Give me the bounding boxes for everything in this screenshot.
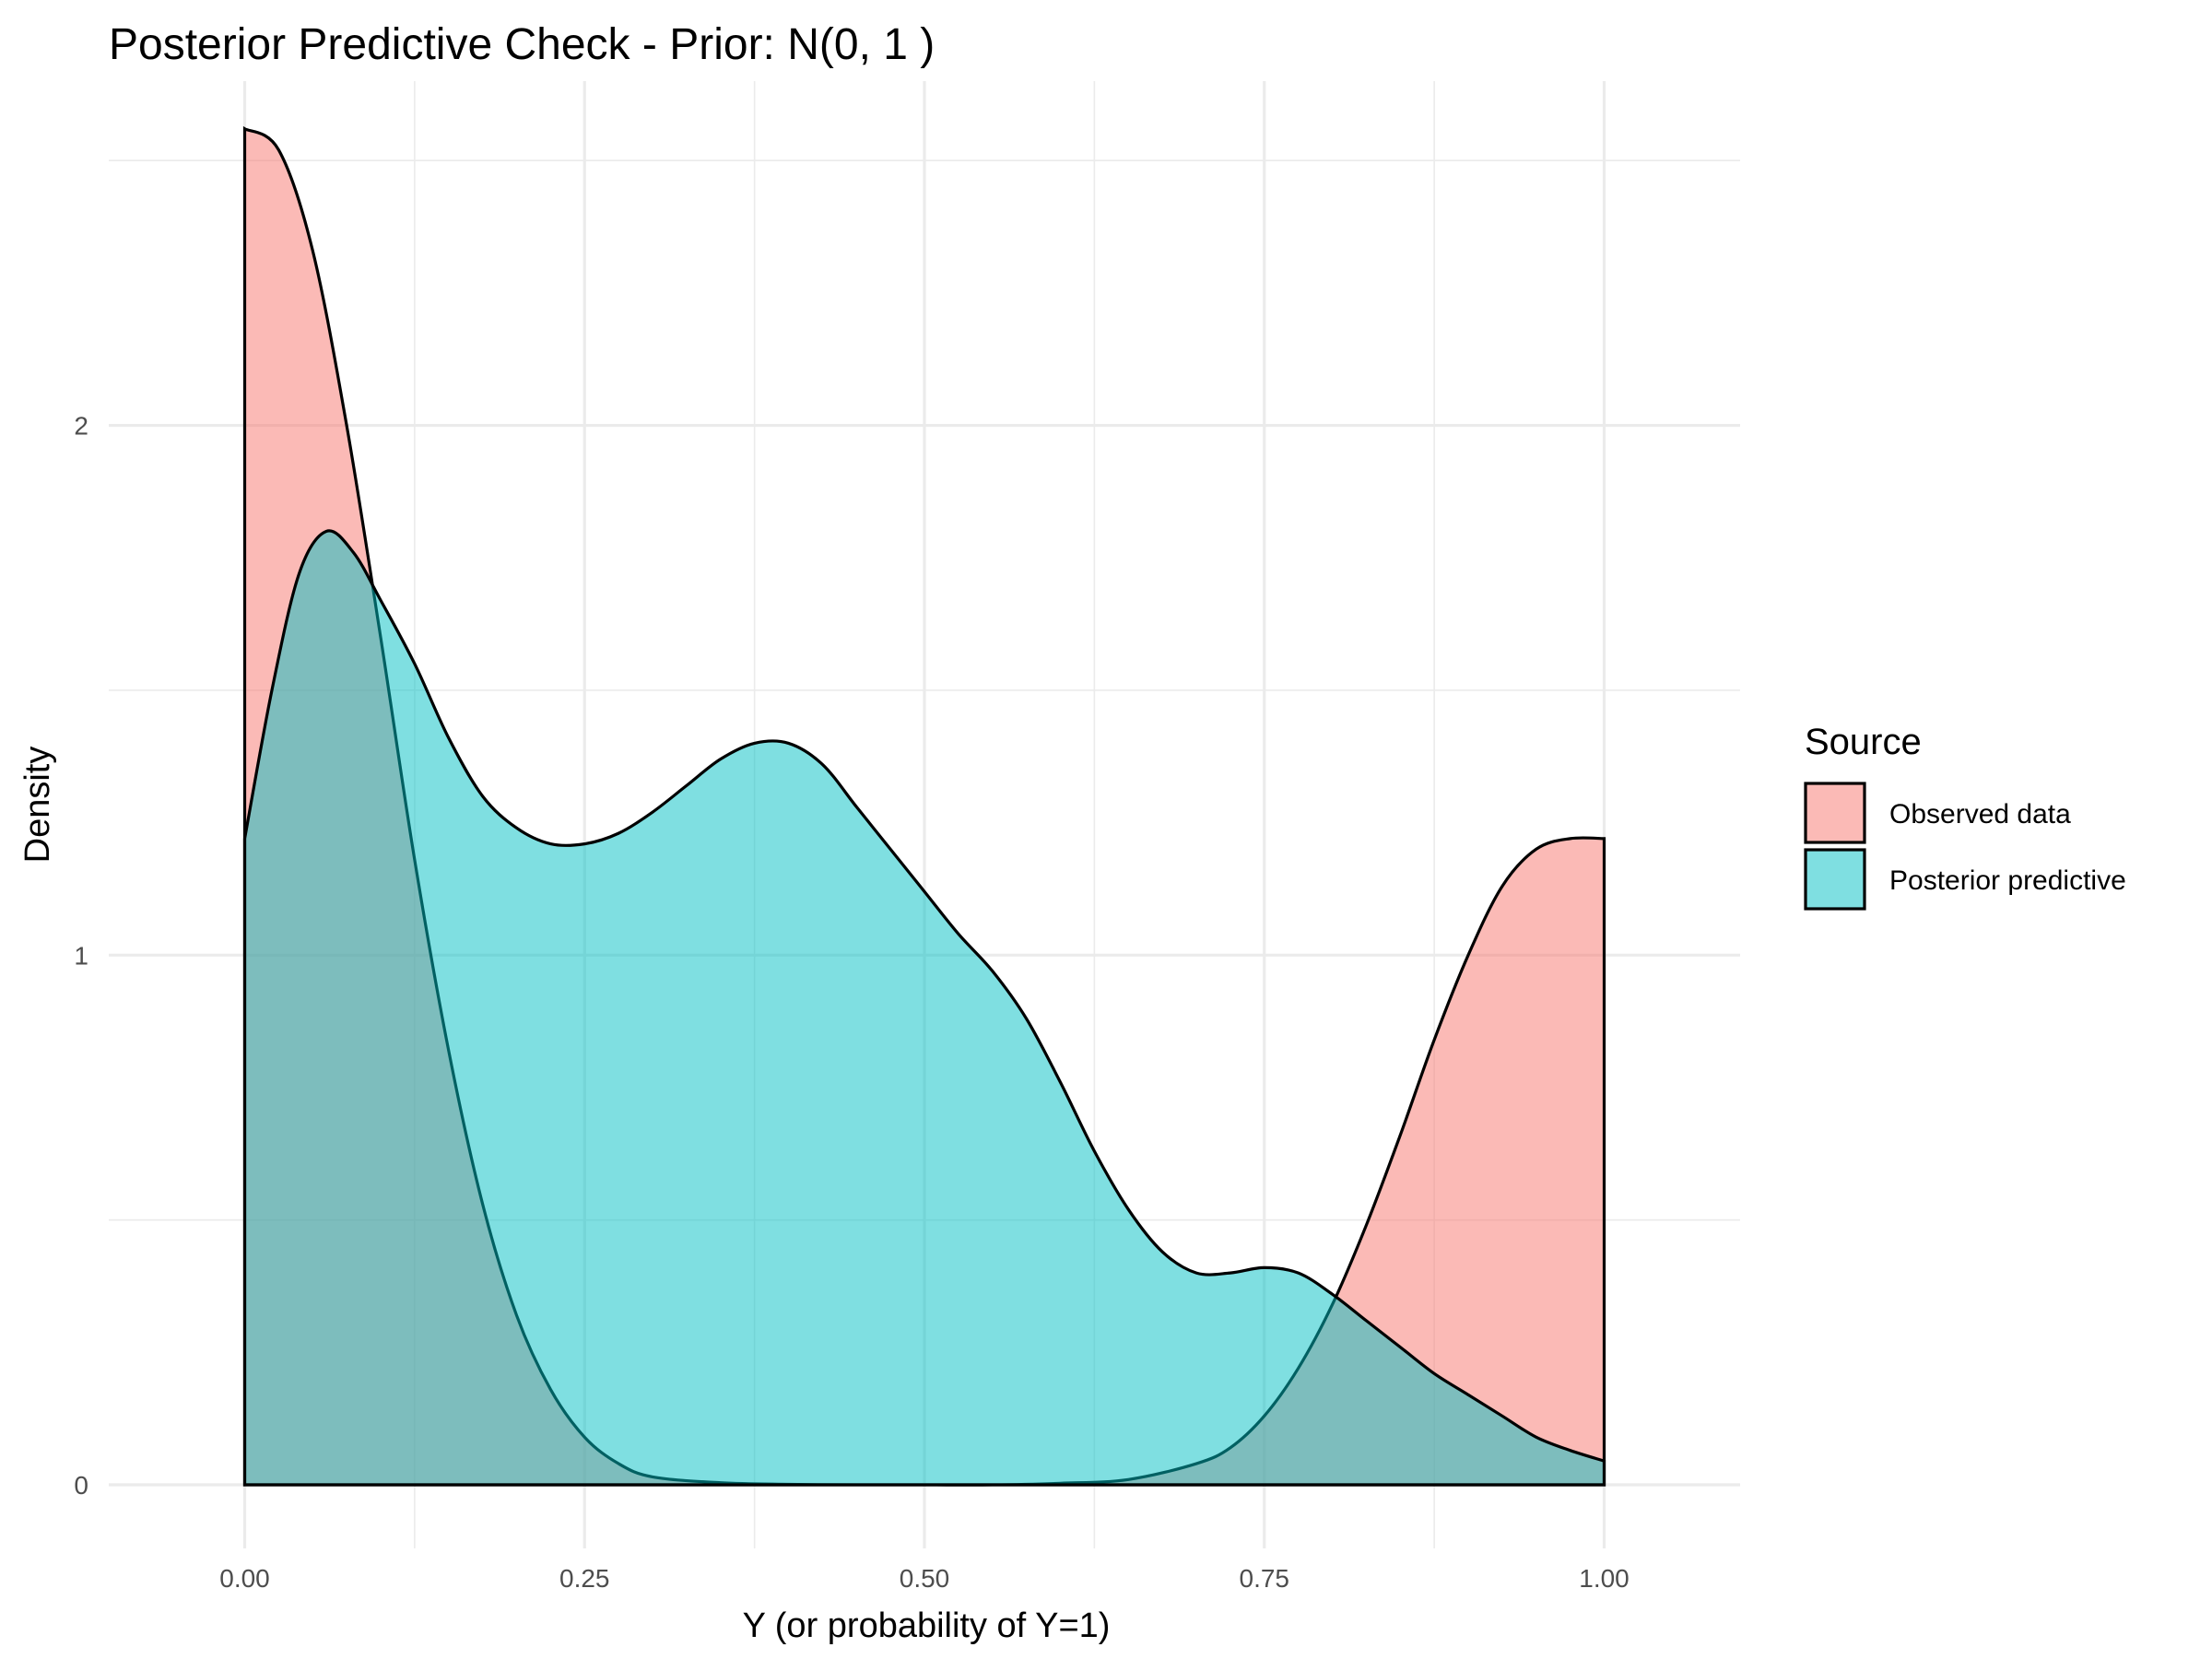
y-tick-label: 2 (74, 412, 88, 441)
legend-title: Source (1805, 722, 1922, 762)
x-axis-title: Y (or probability of Y=1) (743, 1606, 1111, 1645)
y-axis-title: Density (18, 747, 57, 864)
y-tick-label: 0 (74, 1471, 88, 1500)
legend-swatch-posterior (1804, 848, 1866, 911)
density-area-posterior (242, 529, 1606, 1487)
legend-label-posterior: Posterior predictive (1889, 865, 2126, 896)
x-tick-label: 1.00 (1579, 1564, 1630, 1593)
y-axis-ticks: 0 1 2 (74, 412, 88, 1500)
y-tick-label: 1 (74, 941, 88, 970)
x-tick-label: 0.50 (900, 1564, 950, 1593)
x-axis-ticks: 0.00 0.25 0.50 0.75 1.00 (219, 1564, 1630, 1593)
x-tick-label: 0.75 (1240, 1564, 1290, 1593)
legend: Source Observed data Posterior predictiv… (1804, 722, 2126, 911)
x-tick-label: 0.25 (559, 1564, 610, 1593)
legend-swatch-observed (1804, 782, 1866, 844)
chart-title: Posterior Predictive Check - Prior: N(0,… (109, 20, 935, 69)
density-areas (242, 125, 1606, 1487)
legend-label-observed: Observed data (1889, 799, 2071, 830)
x-tick-label: 0.00 (219, 1564, 270, 1593)
